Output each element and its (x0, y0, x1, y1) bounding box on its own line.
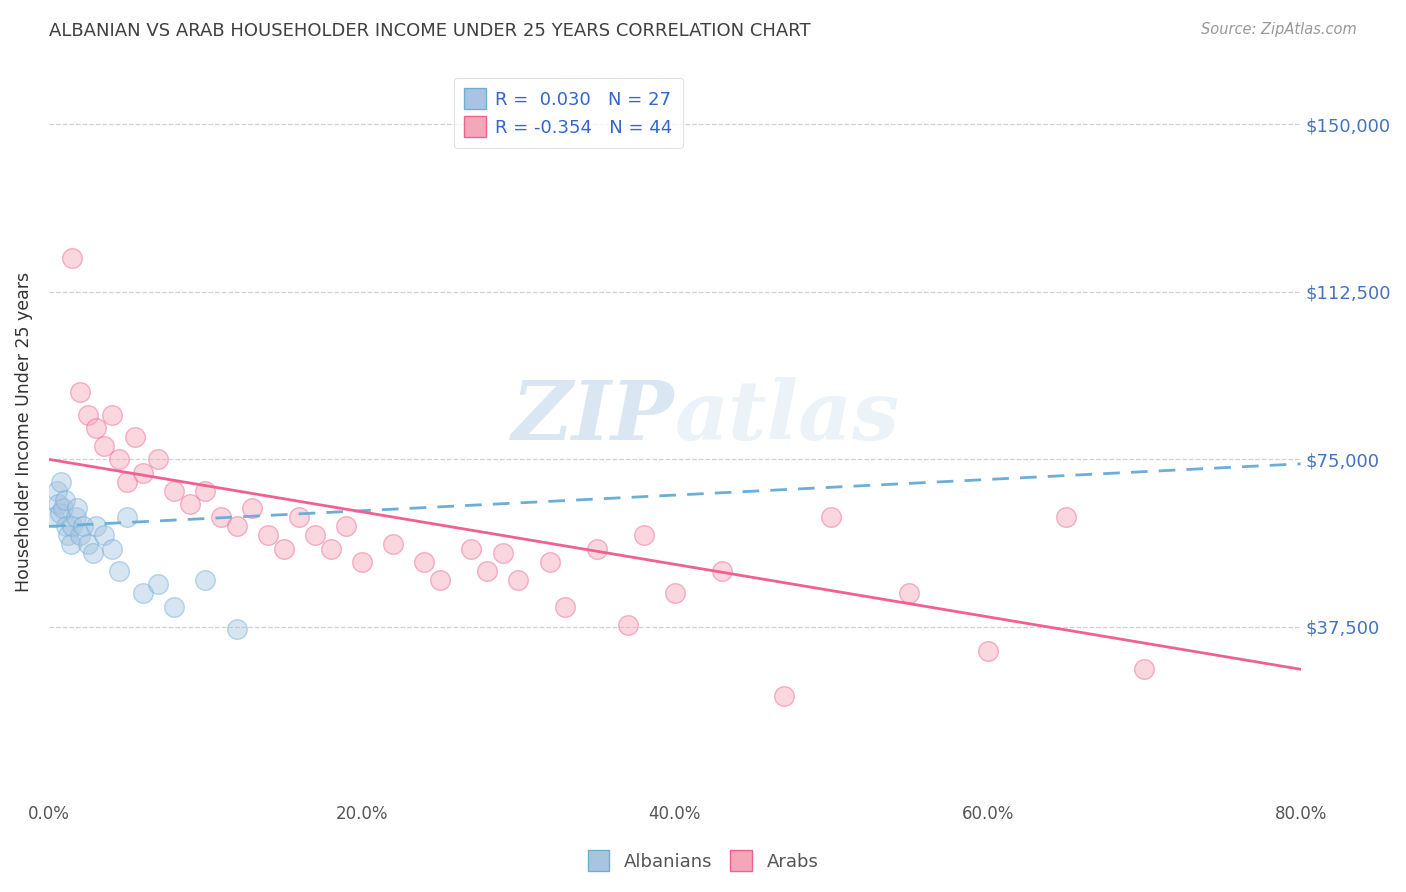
Point (304, 528, 326, 542)
Text: Source: ZipAtlas.com: Source: ZipAtlas.com (1201, 22, 1357, 37)
Point (633, 528, 655, 542)
Point (62, 252, 84, 266)
Point (163, 599, 186, 614)
Text: atlas: atlas (675, 377, 900, 457)
Point (335, 519, 357, 533)
Point (45, 483, 67, 498)
Point (72, 519, 94, 533)
Point (148, 577, 170, 591)
Point (585, 541, 607, 556)
Point (257, 528, 280, 542)
Point (319, 541, 342, 556)
Point (209, 510, 232, 524)
Point (288, 510, 311, 524)
Legend: R =  0.030   N = 27, R = -0.354   N = 44: R = 0.030 N = 27, R = -0.354 N = 44 (454, 78, 683, 148)
Point (59, 537, 82, 551)
Point (52, 501, 75, 516)
Point (49, 506, 72, 520)
Point (56, 528, 79, 542)
Point (100, 541, 122, 556)
Point (773, 689, 796, 703)
Point (429, 573, 451, 587)
Point (84, 519, 107, 533)
Point (82, 546, 104, 560)
Point (898, 586, 921, 600)
Point (710, 564, 733, 578)
Point (65, 510, 87, 524)
Point (508, 573, 530, 587)
Point (132, 466, 155, 480)
Point (273, 541, 295, 556)
Point (225, 519, 247, 533)
Point (77, 408, 100, 422)
Point (77, 537, 100, 551)
Point (53, 492, 76, 507)
Point (413, 555, 436, 569)
Point (69, 528, 91, 542)
Point (69, 385, 91, 400)
Point (163, 483, 186, 498)
Point (554, 599, 576, 614)
Point (93, 528, 115, 542)
Text: ALBANIAN VS ARAB HOUSEHOLDER INCOME UNDER 25 YEARS CORRELATION CHART: ALBANIAN VS ARAB HOUSEHOLDER INCOME UNDE… (49, 22, 811, 40)
Point (93, 439, 115, 453)
Point (66, 501, 89, 516)
Point (115, 510, 138, 524)
Point (51, 475, 73, 489)
Point (132, 586, 155, 600)
Point (225, 622, 247, 636)
Point (42, 510, 65, 524)
Point (48, 497, 70, 511)
Point (820, 510, 842, 524)
Point (664, 586, 686, 600)
Point (977, 644, 1000, 658)
Point (124, 430, 146, 444)
Point (108, 452, 131, 467)
Point (55, 519, 77, 533)
Point (1133, 662, 1156, 676)
Point (350, 555, 373, 569)
Point (84, 421, 107, 435)
Point (148, 452, 170, 467)
Y-axis label: Householder Income Under 25 years: Householder Income Under 25 years (15, 271, 32, 591)
Point (115, 475, 138, 489)
Point (460, 541, 482, 556)
Point (492, 546, 515, 560)
Point (1054, 510, 1077, 524)
Point (179, 497, 201, 511)
Text: ZIP: ZIP (512, 377, 675, 457)
Legend: Albanians, Arabs: Albanians, Arabs (581, 843, 825, 879)
Point (240, 501, 263, 516)
Point (538, 555, 561, 569)
Point (100, 408, 122, 422)
Point (194, 573, 217, 587)
Point (382, 537, 405, 551)
Point (62, 519, 84, 533)
Point (194, 483, 217, 498)
Point (617, 617, 640, 632)
Point (108, 564, 131, 578)
Point (475, 564, 498, 578)
